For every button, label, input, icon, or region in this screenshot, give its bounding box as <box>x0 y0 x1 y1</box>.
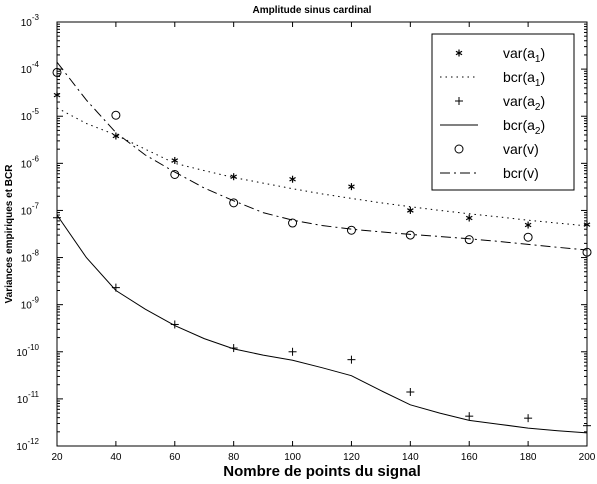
data-point <box>288 218 298 228</box>
data-point <box>289 175 296 183</box>
series-bcr-a1 <box>56 107 588 227</box>
data-point <box>348 183 355 191</box>
data-point <box>406 388 415 397</box>
data-point <box>465 214 473 222</box>
legend-item-var-a1: var(a1) <box>455 45 545 65</box>
series-layer <box>52 61 592 434</box>
y-tick-exponent: -12 <box>27 437 39 446</box>
data-point <box>524 221 532 229</box>
y-tick-exponent: -5 <box>32 107 40 116</box>
y-tick-label: 10-10 <box>16 343 39 359</box>
plot-area: 20 40 60 80 100 120 140 160 180 200 10-1210-1110-… <box>16 13 595 463</box>
x-tick-label: 180 <box>520 452 537 463</box>
legend-item-var-v: var(v) <box>454 141 539 157</box>
x-axis-label: Nombre de points du signal <box>223 463 421 480</box>
legend-item-bcr-a2: bcr(a2) <box>440 117 545 137</box>
y-tick-label: 10-3 <box>21 13 40 29</box>
data-point <box>464 235 474 245</box>
x-tick-label: 40 <box>110 452 122 463</box>
data-point <box>347 355 356 364</box>
y-tick-exponent: -7 <box>32 201 40 210</box>
data-point <box>288 347 297 356</box>
legend-label: var(a2) <box>503 93 545 113</box>
legend-marker-sample <box>455 49 463 57</box>
legend-item-bcr-v: bcr(v) <box>440 165 539 181</box>
legend-label: bcr(a2) <box>503 117 545 137</box>
x-tick-label: 200 <box>579 452 596 463</box>
legend-item-bcr-a1: bcr(a1) <box>440 69 545 89</box>
data-point <box>346 225 356 235</box>
legend-label: bcr(v) <box>503 165 539 181</box>
data-point <box>111 110 121 120</box>
data-point <box>523 232 533 242</box>
data-point <box>171 156 179 164</box>
legend-label: bcr(a1) <box>503 69 545 89</box>
legend: var(a1) bcr(a1) var(a2) bcr(a2) var(v) bcr(v) <box>431 33 575 191</box>
x-axis: 20 40 60 80 100 120 140 160 180 200 <box>51 22 596 463</box>
axes-frame <box>56 21 588 447</box>
data-point <box>52 67 62 77</box>
data-point <box>112 132 120 140</box>
y-tick-label: 10-9 <box>21 296 40 312</box>
y-tick-label: 10-4 <box>21 60 40 76</box>
x-tick-label: 80 <box>228 452 240 463</box>
legend-box <box>431 33 575 191</box>
x-tick-label: 100 <box>284 452 301 463</box>
y-tick-exponent: -8 <box>32 249 40 258</box>
legend-label: var(a1) <box>503 45 545 65</box>
y-tick-base: 10 <box>21 18 33 29</box>
y-tick-label: 10-12 <box>16 437 39 453</box>
y-tick-base: 10 <box>16 442 28 453</box>
series-var-a2 <box>53 213 591 430</box>
data-point <box>407 206 414 214</box>
series-line <box>56 214 588 434</box>
y-tick-base: 10 <box>17 395 29 406</box>
x-tick-label: 140 <box>402 452 419 463</box>
chart-title: Amplitude sinus cardinal <box>253 5 372 16</box>
legend-label: var(v) <box>503 141 539 157</box>
y-tick-label: 10-5 <box>21 107 40 123</box>
series-bcr-v <box>56 61 588 251</box>
y-tick-exponent: -10 <box>27 343 39 352</box>
y-tick-label: 10-6 <box>21 154 40 170</box>
y-tick-base: 10 <box>21 65 33 76</box>
x-tick-label: 120 <box>343 452 360 463</box>
y-tick-base: 10 <box>21 159 33 170</box>
y-tick-base: 10 <box>21 254 33 265</box>
data-point <box>524 414 533 423</box>
data-point <box>583 421 591 430</box>
y-axis: 10-1210-1110-1010-910-810-710-610-510-41… <box>16 13 587 453</box>
data-point <box>582 247 592 257</box>
series-line <box>56 61 588 251</box>
y-tick-label: 10-11 <box>17 390 40 406</box>
y-tick-base: 10 <box>16 348 28 359</box>
y-tick-base: 10 <box>21 112 33 123</box>
y-tick-exponent: -9 <box>32 296 40 305</box>
series-bcr-a2 <box>56 214 588 434</box>
legend-item-var-a2: var(a2) <box>455 93 545 113</box>
data-point <box>230 173 237 181</box>
y-tick-exponent: -6 <box>32 154 40 163</box>
legend-marker-sample <box>455 97 463 105</box>
data-point <box>229 198 239 208</box>
series-line <box>56 107 588 227</box>
x-tick-label: 60 <box>169 452 181 463</box>
x-tick-label: 160 <box>461 452 478 463</box>
data-point <box>53 91 61 99</box>
legend-marker-sample <box>454 144 464 154</box>
data-point <box>405 230 415 240</box>
y-tick-base: 10 <box>21 206 33 217</box>
y-tick-base: 10 <box>21 301 33 312</box>
y-tick-exponent: -4 <box>32 60 40 69</box>
y-axis-label: Variances empiriques et BCR <box>4 164 15 304</box>
data-point <box>465 412 474 421</box>
x-tick-label: 20 <box>51 452 63 463</box>
y-tick-exponent: -3 <box>32 13 40 22</box>
y-tick-label: 10-8 <box>21 249 40 265</box>
y-tick-label: 10-7 <box>21 201 40 217</box>
y-tick-exponent: -11 <box>28 390 40 399</box>
